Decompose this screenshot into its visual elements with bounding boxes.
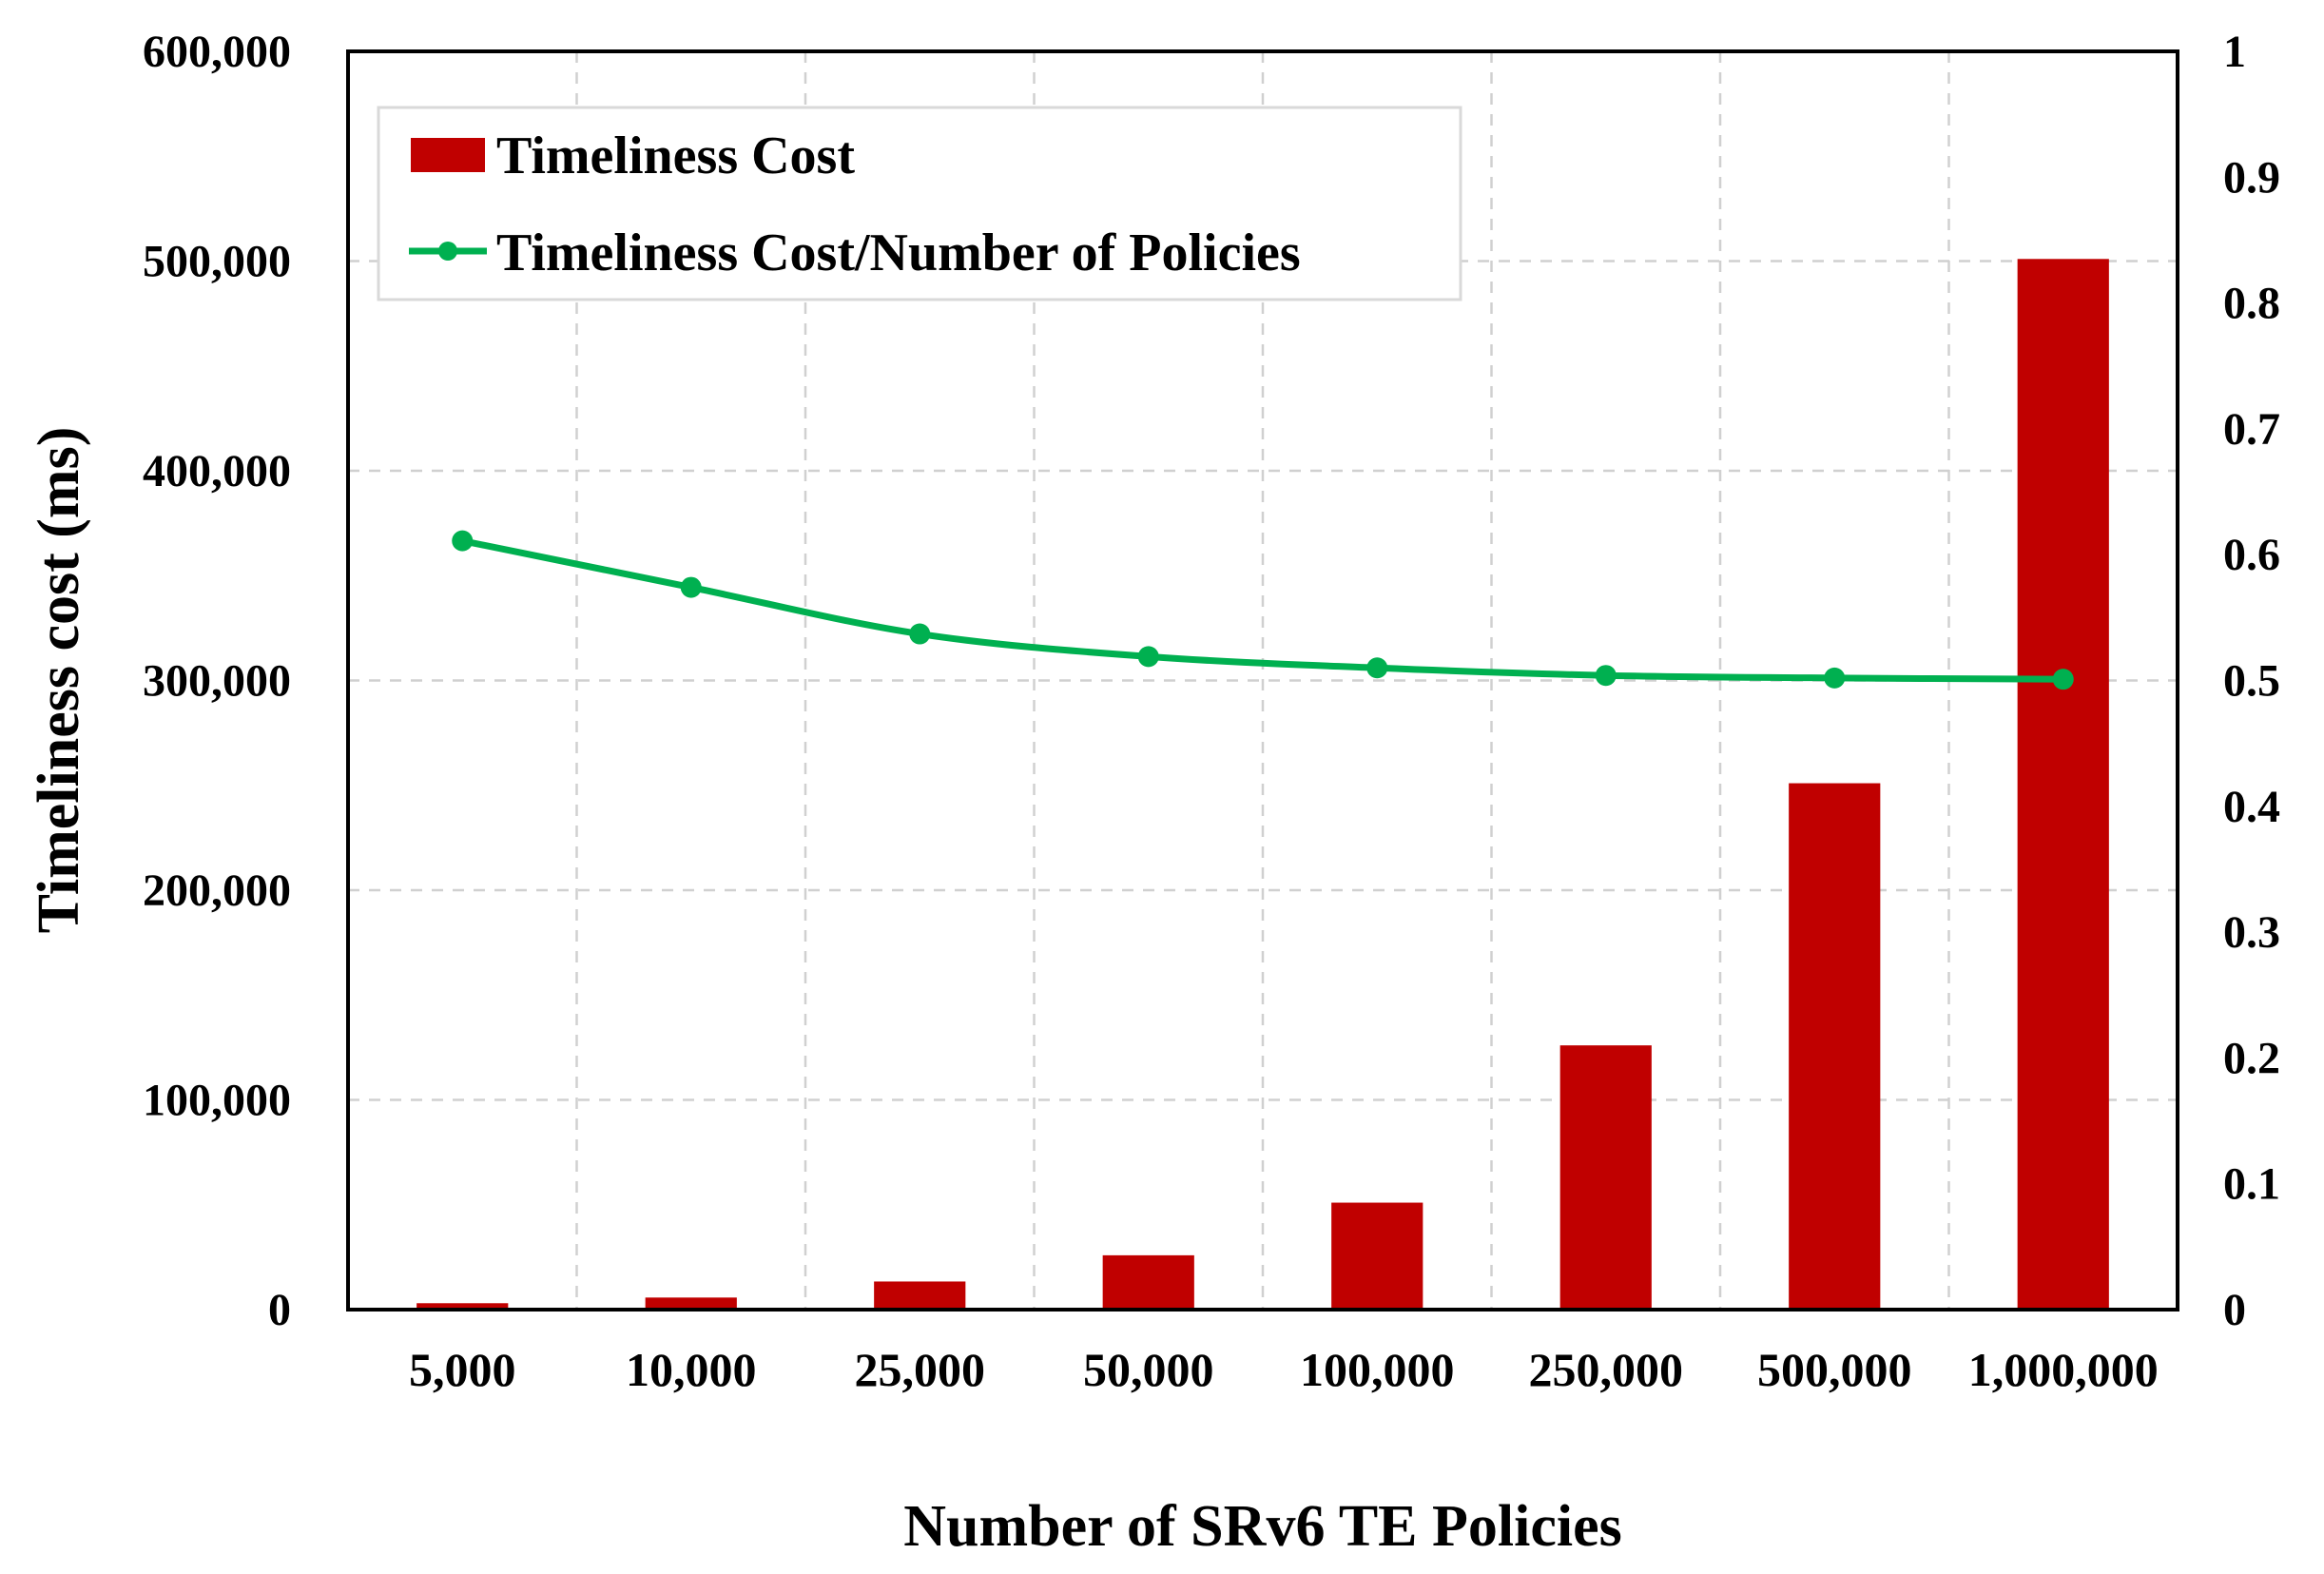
x-axis-ticks: 5,000 10,000 25,000 50,000 100,000 250,000 500… <box>409 1343 2159 1396</box>
legend-label-bar: Timeliness Cost <box>496 126 855 185</box>
y2-tick-label: 0.9 <box>2223 152 2280 203</box>
y-tick-label: 600,000 <box>143 27 291 77</box>
legend-label-line: Timeliness Cost/Number of Policies <box>496 223 1301 282</box>
x-tick-label: 100,000 <box>1300 1343 1455 1396</box>
y-tick-label: 300,000 <box>143 656 291 707</box>
line-point <box>1366 657 1388 679</box>
x-axis-title: Number of SRv6 TE Policies <box>903 1494 1622 1559</box>
y2-tick-label: 0.8 <box>2223 279 2280 329</box>
y-tick-label: 500,000 <box>143 237 291 287</box>
bar <box>1331 1202 1423 1310</box>
y-tick-label: 0 <box>268 1285 291 1335</box>
left-axis-ticks: 0 100,000 200,000 300,000 400,000 500,000 600,… <box>143 27 291 1335</box>
line-point <box>2052 669 2074 690</box>
line-point <box>680 576 702 598</box>
y2-tick-label: 1 <box>2223 27 2246 77</box>
y-tick-label: 200,000 <box>143 865 291 916</box>
y2-tick-label: 0 <box>2223 1285 2246 1335</box>
y2-tick-label: 0.4 <box>2223 782 2280 832</box>
x-tick-label: 250,000 <box>1529 1343 1684 1396</box>
line-series <box>452 530 2074 690</box>
x-tick-label: 1,000,000 <box>1968 1343 2159 1396</box>
bar <box>2017 259 2109 1310</box>
bars <box>416 259 2109 1310</box>
plot-area-frame <box>346 49 2179 1312</box>
line-point <box>1824 667 1846 689</box>
x-tick-label: 25,000 <box>855 1343 986 1396</box>
x-tick-label: 10,000 <box>626 1343 757 1396</box>
y2-tick-label: 0.6 <box>2223 530 2280 580</box>
bar <box>1789 783 1881 1310</box>
y2-tick-label: 0.5 <box>2223 656 2280 707</box>
bar <box>1559 1045 1652 1310</box>
y-tick-label: 100,000 <box>143 1076 291 1126</box>
x-tick-label: 5,000 <box>409 1343 516 1396</box>
legend-line-marker <box>438 242 457 261</box>
line-point <box>452 530 474 552</box>
y2-tick-label: 0.2 <box>2223 1033 2280 1083</box>
bar <box>874 1281 966 1310</box>
line-point <box>1137 646 1159 668</box>
legend-bar-swatch <box>411 138 485 172</box>
x-tick-label: 500,000 <box>1757 1343 1912 1396</box>
y-tick-label: 400,000 <box>143 446 291 496</box>
bar <box>416 1303 509 1310</box>
y2-tick-label: 0.3 <box>2223 907 2280 958</box>
x-tick-label: 50,000 <box>1083 1343 1214 1396</box>
bar <box>1102 1254 1194 1310</box>
y2-tick-label: 0.1 <box>2223 1159 2280 1210</box>
y2-tick-label: 0.7 <box>2223 404 2280 455</box>
right-axis-ticks: 0 0.1 0.2 0.3 0.4 0.5 0.6 0.7 0.8 0.9 1 <box>2223 27 2280 1335</box>
bar <box>645 1297 737 1310</box>
line-point <box>909 623 931 645</box>
legend: Timeliness Cost Timeliness Cost/Number o… <box>377 106 1462 301</box>
legend-box <box>377 106 1462 301</box>
y-axis-title: Timeliness cost (ms) <box>27 427 91 934</box>
line-path <box>461 537 2063 683</box>
line-point <box>1595 665 1617 687</box>
